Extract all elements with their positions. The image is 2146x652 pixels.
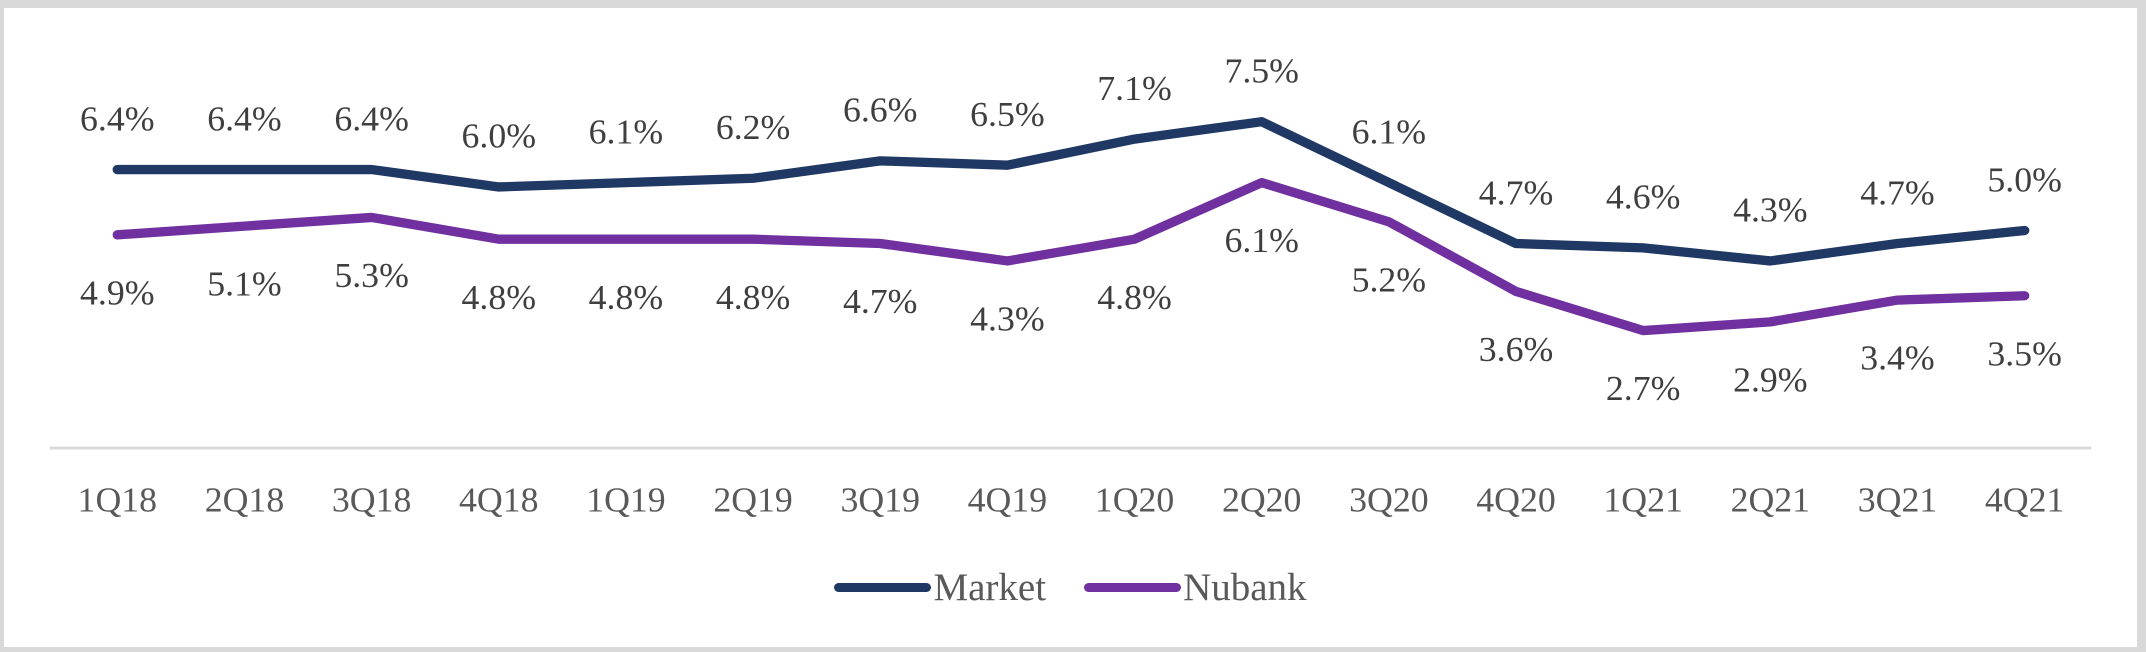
nubank-data-label: 4.7% — [843, 281, 918, 321]
market-data-label: 6.5% — [970, 94, 1045, 134]
market-data-label: 6.1% — [1352, 112, 1427, 152]
market-vs-nubank-line-chart: 1Q18 2Q18 3Q18 4Q18 1Q19 2Q19 3Q19 4Q19 1Q20 2Q20… — [49, 51, 2092, 520]
nubank-data-label: 5.1% — [207, 264, 282, 304]
chart-legend: Market Nubank — [4, 568, 2137, 607]
nubank-data-label: 4.8% — [716, 277, 791, 317]
x-axis-tick-label: 3Q18 — [332, 480, 411, 520]
x-axis-tick-label: 4Q20 — [1476, 480, 1555, 520]
market-data-label: 7.1% — [1097, 68, 1172, 108]
market-data-label: 6.6% — [843, 90, 918, 130]
x-axis-tick-label: 1Q21 — [1603, 480, 1682, 520]
x-axis-tick-label: 2Q19 — [713, 480, 792, 520]
nubank-data-label: 2.9% — [1733, 360, 1808, 400]
market-data-label: 4.7% — [1479, 173, 1554, 213]
market-data-label: 6.4% — [334, 99, 409, 139]
x-axis-tick-label: 4Q19 — [968, 480, 1047, 520]
x-axis-tick-label: 2Q21 — [1731, 480, 1810, 520]
x-axis-tick-label: 4Q21 — [1985, 480, 2064, 520]
nubank-line-swatch — [1084, 583, 1182, 592]
legend-item-market: Market — [834, 568, 1046, 607]
nubank-data-label: 4.9% — [80, 273, 155, 313]
market-data-label: 4.7% — [1860, 173, 1935, 213]
x-axis-tick-label: 3Q20 — [1349, 480, 1428, 520]
market-data-label: 7.5% — [1224, 51, 1299, 91]
nubank-data-label: 2.7% — [1606, 368, 1681, 408]
x-axis-tick-labels: 1Q18 2Q18 3Q18 4Q18 1Q19 2Q19 3Q19 4Q19 1Q20 2Q20… — [78, 480, 2065, 520]
nubank-data-label: 4.3% — [970, 299, 1045, 339]
nubank-data-label: 3.4% — [1860, 338, 1935, 378]
x-axis-tick-label: 2Q18 — [205, 480, 284, 520]
nubank-data-label: 4.8% — [1097, 277, 1172, 317]
market-data-label: 6.4% — [207, 99, 282, 139]
market-data-label: 4.3% — [1733, 190, 1808, 230]
nubank-line-series — [112, 177, 2030, 336]
nubank-data-label: 3.5% — [1987, 334, 2062, 374]
x-axis-tick-label: 3Q21 — [1858, 480, 1937, 520]
market-line-series — [112, 117, 2030, 266]
market-data-labels: 6.4% 6.4% 6.4% 6.0% 6.1% 6.2% 6.6% 6.5% 7.1% 7.5%… — [80, 51, 2062, 230]
nubank-data-label: 5.2% — [1352, 260, 1427, 300]
nubank-data-label: 6.1% — [1224, 220, 1299, 260]
legend-item-nubank: Nubank — [1084, 566, 1307, 609]
nubank-data-labels: 4.9% 5.1% 5.3% 4.8% 4.8% 4.8% 4.7% 4.3% 4.8% 6.1%… — [80, 220, 2062, 408]
market-data-label: 5.0% — [1987, 159, 2062, 199]
x-axis-tick-label: 4Q18 — [459, 480, 538, 520]
x-axis-tick-label: 1Q20 — [1095, 480, 1174, 520]
market-data-label: 6.4% — [80, 99, 155, 139]
legend-label-market: Market — [933, 566, 1047, 609]
nubank-data-label: 4.8% — [462, 277, 537, 317]
nubank-data-label: 3.6% — [1479, 329, 1554, 369]
market-line-swatch — [834, 583, 932, 592]
x-axis-tick-label: 2Q20 — [1222, 480, 1301, 520]
market-data-label: 6.0% — [462, 116, 537, 156]
x-axis-tick-label: 1Q18 — [78, 480, 157, 520]
market-data-label: 4.6% — [1606, 177, 1681, 217]
market-data-label: 6.2% — [716, 107, 791, 147]
x-axis-tick-label: 1Q19 — [586, 480, 665, 520]
x-axis-tick-label: 3Q19 — [841, 480, 920, 520]
nubank-data-label: 4.8% — [589, 277, 664, 317]
legend-label-nubank: Nubank — [1183, 566, 1307, 609]
market-data-label: 6.1% — [589, 112, 664, 152]
nubank-data-label: 5.3% — [334, 255, 409, 295]
